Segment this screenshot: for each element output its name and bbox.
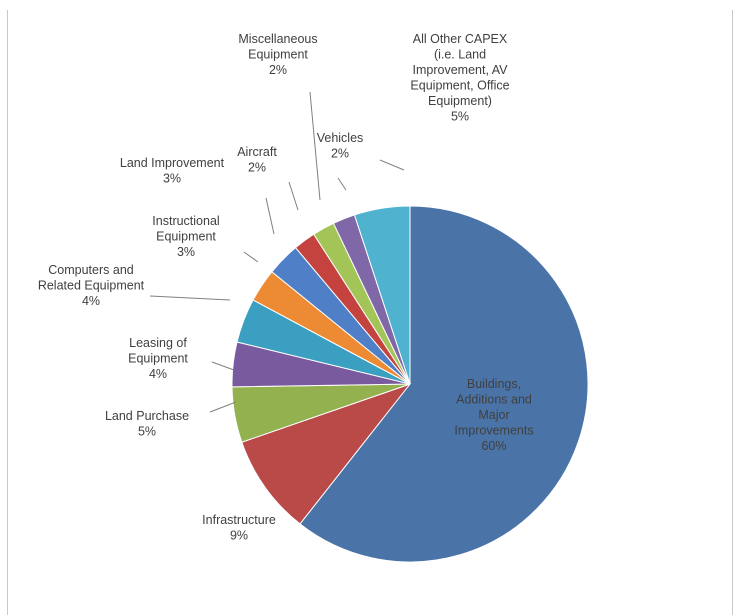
leader-line [243, 251, 259, 263]
pie-slice [353, 205, 411, 385]
slice-label-line: 60% [481, 439, 506, 453]
slice-label: Leasing of Equipment 4% [128, 336, 188, 381]
slice-label-line: Equipment [156, 230, 216, 244]
leader-line [309, 91, 321, 201]
pie-slice [299, 205, 589, 563]
slice-label: Aircraft 2% [237, 145, 277, 175]
slice-label: Instructional Equipment 3% [152, 214, 219, 259]
slice-label-line: 5% [138, 425, 156, 439]
leader-line [288, 181, 299, 211]
slice-label-line: 4% [82, 294, 100, 308]
slice-label: Infrastructure 9% [202, 513, 276, 543]
slice-label-line: 3% [163, 172, 181, 186]
slice-label-line: Leasing of [129, 336, 187, 350]
slice-label: Land Purchase 5% [105, 409, 189, 439]
slice-label: All Other CAPEX (i.e. Land Improvement, AV… [410, 32, 509, 124]
slice-label-line: Vehicles [317, 131, 364, 145]
chart-title-strip [0, 0, 743, 10]
slice-label-line: Buildings, [467, 377, 521, 391]
slice-label-line: 2% [269, 63, 287, 77]
slice-label-line: Infrastructure [202, 513, 276, 527]
slice-label-line: Related Equipment [38, 279, 145, 293]
chart-frame: Buildings, Additions and Major Improvements… [7, 10, 733, 615]
leader-line [337, 177, 347, 191]
slice-label-line: All Other CAPEX [413, 32, 508, 46]
leader-line [211, 361, 235, 371]
pie-slice [241, 382, 412, 525]
slice-label: Buildings, Additions and Major Improvements… [454, 377, 533, 453]
leader-line [379, 159, 405, 171]
slice-label-line: Aircraft [237, 145, 277, 159]
slice-label-line: Equipment, Office [410, 79, 509, 93]
slice-label-line: Improvements [454, 424, 533, 438]
slice-label-line: Equipment [128, 352, 188, 366]
slice-label-line: 3% [177, 245, 195, 259]
slice-label-line: Land Improvement [120, 156, 225, 170]
pie-chart: Buildings, Additions and Major Improvements… [38, 32, 589, 563]
slice-label-line: Equipment) [428, 94, 492, 108]
slice-label-line: Computers and [48, 263, 134, 277]
slice-label-line: Additions and [456, 393, 532, 407]
slice-label-line: Land Purchase [105, 409, 189, 423]
slice-label: Vehicles 2% [317, 131, 364, 161]
slice-label-line: Major [478, 408, 509, 422]
leader-line [149, 295, 231, 301]
slice-label: Miscellaneous Equipment 2% [238, 32, 317, 77]
slice-label-line: 2% [331, 147, 349, 161]
slice-label-line: 5% [451, 110, 469, 124]
slice-label-line: 9% [230, 529, 248, 543]
leader-line [209, 401, 237, 413]
slice-label-line: 2% [248, 161, 266, 175]
slice-label: Land Improvement 3% [120, 156, 225, 186]
slice-label-line: 4% [149, 367, 167, 381]
slice-label: Computers and Related Equipment 4% [38, 263, 145, 308]
slice-label-line: Equipment [248, 48, 308, 62]
leader-line [265, 197, 275, 235]
slice-label-line: Miscellaneous [238, 32, 317, 46]
slice-label-line: Improvement, AV [413, 63, 509, 77]
slice-label-line: (i.e. Land [434, 48, 486, 62]
slice-label-line: Instructional [152, 214, 219, 228]
